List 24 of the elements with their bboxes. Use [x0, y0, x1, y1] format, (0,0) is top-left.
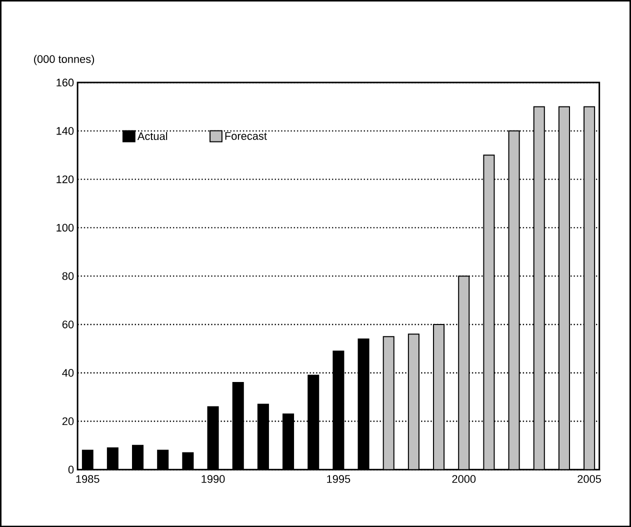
- y-tick-label: 0: [68, 466, 74, 474]
- bar: [558, 106, 570, 470]
- y-axis-title: (000 tonnes): [34, 54, 94, 66]
- bar: [483, 154, 495, 470]
- x-tick-label: 2005: [578, 475, 601, 483]
- y-tick-label: 60: [62, 320, 74, 328]
- y-tick-label: 120: [56, 175, 74, 184]
- y-tick-label: 140: [56, 126, 74, 135]
- bar: [584, 106, 596, 470]
- x-tick-label: 2000: [452, 475, 476, 483]
- x-tick-label: 1995: [327, 475, 350, 483]
- y-tick-label: 80: [62, 272, 74, 280]
- y-tick-label: 100: [56, 224, 74, 232]
- bar: [458, 275, 470, 470]
- y-tick-label: 20: [62, 417, 74, 425]
- bar: [408, 334, 420, 470]
- y-tick-label: 40: [62, 368, 74, 377]
- x-tick-label: 1990: [202, 475, 225, 483]
- y-tick-label: 160: [56, 78, 74, 86]
- bar: [533, 106, 545, 470]
- legend-label: Forecast: [225, 132, 267, 140]
- bar: [508, 130, 520, 470]
- legend-label: Actual: [137, 132, 168, 140]
- x-tick-label: 1985: [76, 475, 100, 483]
